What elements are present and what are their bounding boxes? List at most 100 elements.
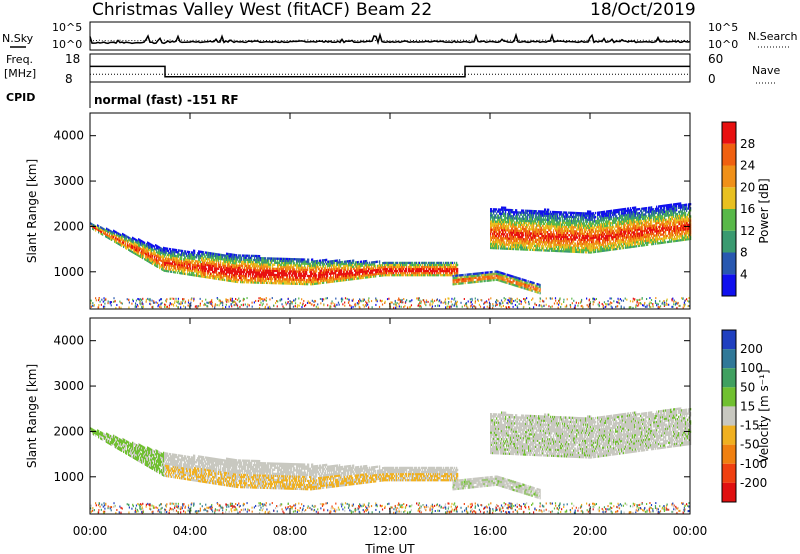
power-cell: [559, 249, 561, 253]
power-cell: [190, 273, 192, 276]
power-cell: [200, 271, 202, 274]
power-cell: [171, 262, 173, 265]
power-cell: [161, 249, 163, 252]
power-cell: [281, 280, 283, 283]
power-cell: [277, 257, 279, 260]
power-cell: [422, 263, 424, 267]
power-cell: [250, 271, 252, 274]
power-cell: [412, 261, 414, 265]
power-cell: [272, 259, 274, 262]
power-cell: [538, 285, 540, 288]
power-cell: [385, 274, 387, 277]
power-cell: [294, 282, 296, 285]
power-cell: [396, 274, 398, 277]
power-cell: [563, 235, 565, 239]
power-cell: [336, 269, 338, 273]
power-cell: [532, 222, 534, 225]
power-cell: [366, 272, 368, 275]
power-cell: [552, 239, 554, 242]
power-cell: [571, 250, 573, 253]
power-cell: [517, 227, 519, 230]
power-cell: [307, 282, 309, 286]
power-cell: [553, 241, 555, 244]
power-cell: [499, 234, 501, 238]
power-cell: [405, 261, 407, 265]
power-cell: [194, 266, 196, 269]
power-cell: [350, 259, 352, 263]
freq-right-tick-top: 60: [708, 52, 723, 66]
power-cell: [482, 277, 484, 281]
power-cell: [351, 278, 353, 281]
power-cell: [396, 271, 398, 275]
power-cell: [418, 261, 420, 265]
power-cell: [320, 271, 322, 275]
power-cell: [224, 254, 226, 257]
power-cell: [407, 271, 409, 275]
power-cell: [174, 267, 176, 270]
power-cell: [518, 235, 520, 239]
power-cell: [106, 233, 108, 237]
power-cell: [574, 236, 576, 239]
power-cell: [332, 276, 334, 279]
power-cell: [483, 277, 485, 281]
power-cell: [169, 264, 171, 267]
power-cell: [278, 267, 280, 271]
power-cell: [451, 265, 453, 269]
power-cell: [440, 263, 442, 267]
power-cell: [344, 274, 346, 278]
power-cell: [246, 279, 248, 282]
power-cell: [252, 262, 254, 266]
power-cell: [504, 224, 506, 228]
power-cell: [344, 270, 346, 274]
power-cell: [283, 270, 285, 273]
power-cell: [319, 267, 321, 271]
power-cell: [564, 219, 566, 222]
power-cell: [381, 272, 383, 275]
power-cell: [524, 219, 526, 223]
power-cell: [331, 272, 333, 275]
power-cell: [529, 228, 531, 231]
power-cell: [337, 275, 339, 279]
power-cell: [540, 222, 542, 225]
power-cell: [275, 257, 277, 260]
power-cell: [231, 263, 233, 266]
power-cell: [316, 270, 318, 273]
power-cell: [343, 277, 345, 280]
power-cell: [188, 273, 190, 276]
power-cell: [165, 269, 167, 273]
power-cell: [459, 274, 461, 277]
power-cell: [151, 243, 153, 247]
power-cell: [534, 236, 536, 239]
power-cell: [537, 216, 539, 219]
power-cell: [554, 215, 556, 218]
power-cell: [343, 266, 345, 270]
power-cell: [490, 212, 492, 215]
power-cell: [213, 271, 215, 274]
power-cell: [567, 246, 569, 249]
power-cell: [476, 274, 478, 277]
power-cell: [262, 263, 264, 266]
power-cell: [244, 276, 246, 280]
power-cell: [338, 273, 340, 276]
power-cell: [183, 252, 185, 255]
power-cell: [156, 248, 158, 252]
power-cell: [222, 270, 224, 273]
power-cell: [373, 275, 375, 278]
power-cell: [544, 208, 546, 211]
power-cell: [266, 279, 268, 282]
power-cell: [150, 247, 152, 250]
power-cell: [504, 220, 506, 224]
power-cell: [111, 230, 113, 233]
power-cell: [527, 234, 529, 237]
power-cell: [166, 265, 168, 269]
power-cell: [322, 275, 324, 278]
power-cell: [283, 265, 285, 269]
power-cell: [536, 210, 538, 213]
power-cell: [352, 265, 354, 269]
power-cell: [300, 258, 302, 261]
power-cell: [479, 278, 481, 281]
power-cell: [368, 273, 370, 277]
power-cell: [260, 277, 262, 280]
power-cell: [220, 257, 222, 261]
power-cell: [155, 244, 157, 247]
